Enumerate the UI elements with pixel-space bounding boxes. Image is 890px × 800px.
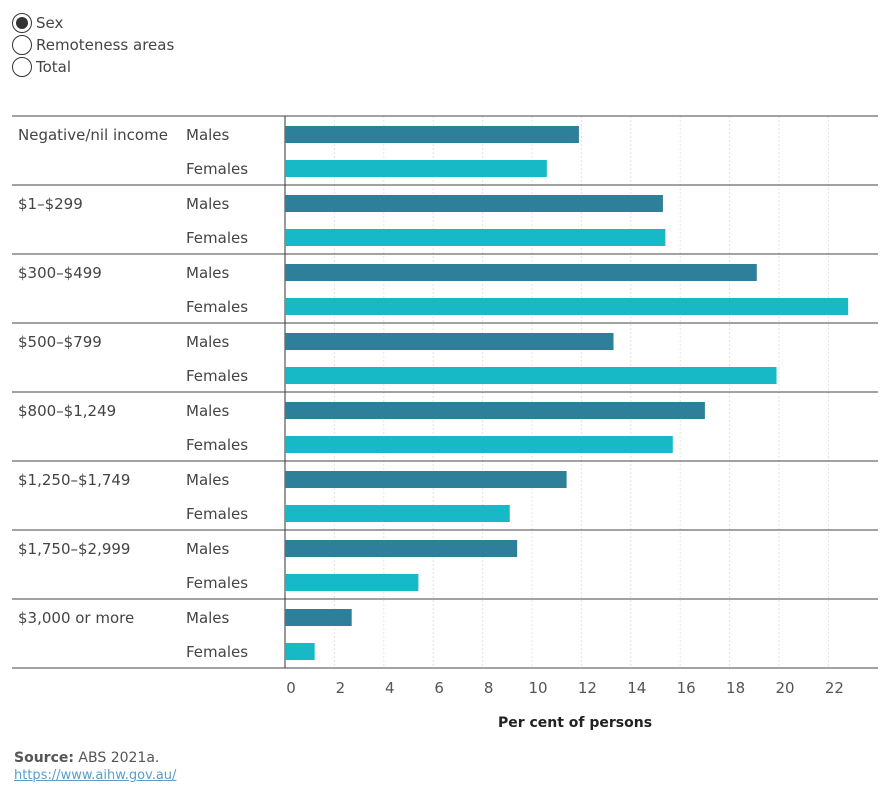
x-tick-label-7: 14 [627, 679, 646, 697]
series-label-6-0: Males [186, 540, 230, 558]
series-label-1-0: Males [186, 195, 230, 213]
bar-2-1 [285, 298, 849, 315]
category-label-4: $800–$1,249 [18, 402, 116, 420]
category-label-1: $1–$299 [18, 195, 83, 213]
series-label-4-1: Females [186, 436, 248, 454]
view-selector: Sex Remoteness areas Total [12, 12, 174, 78]
x-tick-label-9: 18 [726, 679, 745, 697]
bar-3-1 [285, 367, 777, 384]
series-label-5-0: Males [186, 471, 230, 489]
series-label-7-1: Females [186, 643, 248, 661]
bar-6-1 [285, 574, 419, 591]
bar-4-1 [285, 436, 673, 453]
radio-total-circle[interactable] [12, 57, 32, 77]
bar-1-1 [285, 229, 666, 246]
bar-0-0 [285, 126, 579, 143]
x-tick-label-5: 10 [528, 679, 547, 697]
source-text: ABS 2021a. [78, 750, 160, 766]
x-tick-label-1: 2 [336, 679, 346, 697]
radio-option-total[interactable]: Total [12, 56, 174, 78]
radio-option-remoteness[interactable]: Remoteness areas [12, 34, 174, 56]
radio-option-sex[interactable]: Sex [12, 12, 174, 34]
bar-0-1 [285, 160, 547, 177]
bar-6-0 [285, 540, 518, 557]
bar-4-0 [285, 402, 705, 419]
radio-sex-circle[interactable] [12, 13, 32, 33]
category-label-0: Negative/nil income [18, 126, 168, 144]
x-axis-title: Per cent of persons [498, 715, 652, 731]
x-tick-label-2: 4 [385, 679, 395, 697]
bar-5-0 [285, 471, 567, 488]
category-label-6: $1,750–$2,999 [18, 540, 130, 558]
bar-1-0 [285, 195, 663, 212]
series-label-0-1: Females [186, 160, 248, 178]
category-label-5: $1,250–$1,749 [18, 471, 130, 489]
bar-7-1 [285, 643, 315, 660]
x-tick-label-6: 12 [578, 679, 597, 697]
x-tick-label-8: 16 [677, 679, 696, 697]
series-label-6-1: Females [186, 574, 248, 592]
category-label-3: $500–$799 [18, 333, 102, 351]
bar-3-0 [285, 333, 614, 350]
series-label-2-1: Females [186, 298, 248, 316]
category-label-7: $3,000 or more [18, 609, 134, 627]
bar-7-0 [285, 609, 352, 626]
radio-remoteness-label: Remoteness areas [36, 36, 175, 54]
x-tick-label-11: 22 [825, 679, 844, 697]
bar-2-0 [285, 264, 757, 281]
x-tick-label-3: 6 [434, 679, 444, 697]
series-label-3-0: Males [186, 333, 230, 351]
category-label-2: $300–$499 [18, 264, 102, 282]
series-label-0-0: Males [186, 126, 230, 144]
series-label-3-1: Females [186, 367, 248, 385]
radio-sex-label: Sex [36, 14, 64, 32]
source-link[interactable]: https://www.aihw.gov.au/ [14, 768, 177, 783]
x-tick-label-10: 20 [775, 679, 794, 697]
series-label-7-0: Males [186, 609, 230, 627]
source-label: Source: [14, 750, 74, 766]
income-bar-chart: Negative/nil income Males Females $1–$299 Ma… [12, 115, 878, 731]
bar-5-1 [285, 505, 510, 522]
radio-total-label: Total [36, 58, 72, 76]
x-tick-label-0: 0 [286, 679, 296, 697]
source-note: Source: ABS 2021a. [14, 750, 159, 766]
series-label-4-0: Males [186, 402, 230, 420]
series-label-5-1: Females [186, 505, 248, 523]
radio-remoteness-circle[interactable] [12, 35, 32, 55]
series-label-1-1: Females [186, 229, 248, 247]
series-label-2-0: Males [186, 264, 230, 282]
x-tick-label-4: 8 [484, 679, 494, 697]
